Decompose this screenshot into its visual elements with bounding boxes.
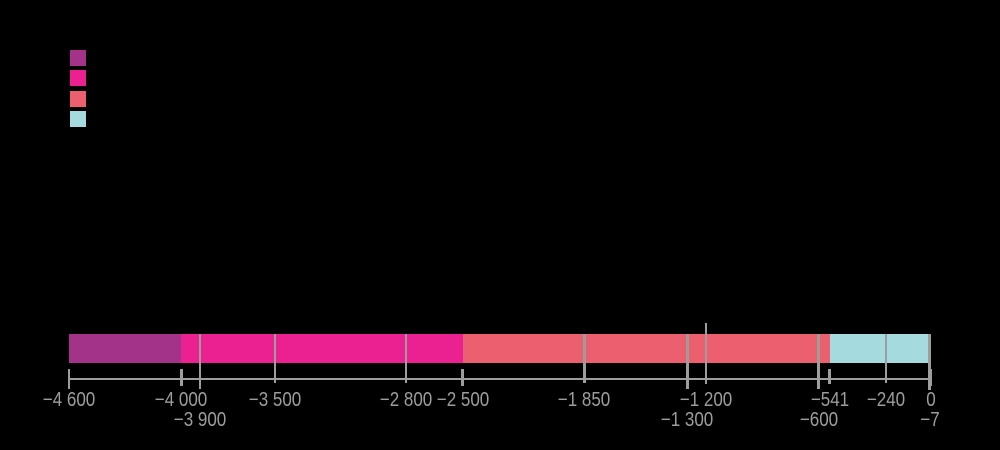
event-line-1200: [704, 323, 708, 384]
tick-label-2800: −2 800: [380, 389, 433, 411]
event-line-600: [817, 334, 820, 389]
tick-label-7: −7: [919, 408, 940, 431]
tick-label-0: 0: [926, 389, 936, 411]
event-line-3900: [198, 334, 202, 389]
tick-label-1850: −1 850: [558, 389, 611, 411]
tick-label-3900: −3 900: [173, 408, 227, 431]
tick-label-1300: −1 300: [661, 408, 714, 431]
event-line-2800: [405, 334, 408, 383]
bar-segment-3: [462, 334, 830, 363]
axis-tick-2500: [461, 369, 464, 386]
axis-tick-0: [929, 369, 933, 386]
tick-label-3500: −3 500: [248, 389, 302, 411]
event-line-1850: [583, 334, 586, 383]
tick-label-4000: −4 000: [155, 389, 208, 411]
event-line-240: [884, 334, 888, 383]
x-axis-line: [68, 378, 932, 380]
event-line-7: [928, 334, 931, 390]
legend-swatch-2: [70, 70, 86, 87]
bar-segment-2: [181, 334, 463, 363]
tick-label-4600: −4 600: [42, 389, 96, 411]
axis-tick-541: [828, 369, 831, 384]
tick-label-600: −600: [799, 408, 838, 431]
bar-segment-1: [69, 334, 182, 363]
tick-label-2500: −2 500: [436, 389, 489, 411]
event-line-1300: [686, 334, 689, 389]
event-line-3500: [273, 334, 277, 383]
axis-tick-4600: [67, 369, 71, 389]
tick-label-1200: −1 200: [679, 389, 733, 411]
tick-label-541: −541: [810, 389, 849, 411]
legend-swatch-3: [70, 90, 86, 107]
bar-segment-4: [829, 334, 931, 363]
legend-swatch-4: [70, 111, 86, 128]
tick-label-240: −240: [866, 389, 906, 411]
legend-swatch-1: [70, 50, 86, 66]
axis-tick-4000: [180, 369, 183, 386]
